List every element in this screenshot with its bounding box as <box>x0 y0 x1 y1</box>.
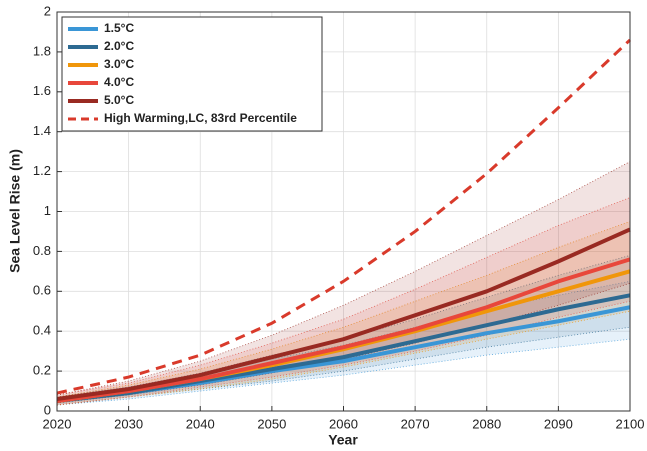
x-tick-label: 2100 <box>616 416 645 431</box>
legend-label: 1.5°C <box>104 21 134 35</box>
x-tick-label: 2030 <box>114 416 143 431</box>
y-tick-label: 0.6 <box>33 283 51 298</box>
legend-box <box>61 16 323 132</box>
band-edge <box>56 310 631 406</box>
y-tick-label: 1 <box>44 203 51 218</box>
band-edge <box>56 300 631 406</box>
y-tick-label: 1.4 <box>33 123 51 138</box>
uncertainty-band <box>57 161 630 404</box>
legend-label: 5.0°C <box>104 93 134 107</box>
uncertainty-band <box>57 221 630 406</box>
y-tick-label: 0.8 <box>33 243 51 258</box>
x-tick-label: 2050 <box>257 416 286 431</box>
y-tick-label: 1.2 <box>33 163 51 178</box>
x-tick-label: 2020 <box>43 416 72 431</box>
band-edge <box>56 338 631 406</box>
y-tick-label: 1.6 <box>33 83 51 98</box>
legend-label: 4.0°C <box>104 75 134 89</box>
y-tick-label: 2 <box>44 3 51 18</box>
x-tick-label: 2070 <box>401 416 430 431</box>
y-tick-label: 0.4 <box>33 323 51 338</box>
series-line <box>56 227 631 402</box>
y-tick-label: 0 <box>44 402 51 417</box>
y-axis-label: Sea Level Rise (m) <box>7 149 23 273</box>
legend-label: 3.0°C <box>104 57 134 71</box>
x-axis-label: Year <box>328 432 358 448</box>
plot-frame <box>56 11 631 412</box>
x-tick-label: 2040 <box>186 416 215 431</box>
y-tick-label: 0.2 <box>33 363 51 378</box>
series-line <box>56 257 631 404</box>
x-tick-label: 2080 <box>472 416 501 431</box>
x-tick-label: 2090 <box>544 416 573 431</box>
y-tick-label: 1.8 <box>33 43 51 58</box>
legend-label: High Warming,LC, 83rd Percentile <box>104 111 297 125</box>
series-line <box>56 38 632 395</box>
x-tick-label: 2060 <box>329 416 358 431</box>
legend-label: 2.0°C <box>104 39 134 53</box>
band-edge <box>56 161 631 396</box>
band-edge <box>56 221 631 398</box>
